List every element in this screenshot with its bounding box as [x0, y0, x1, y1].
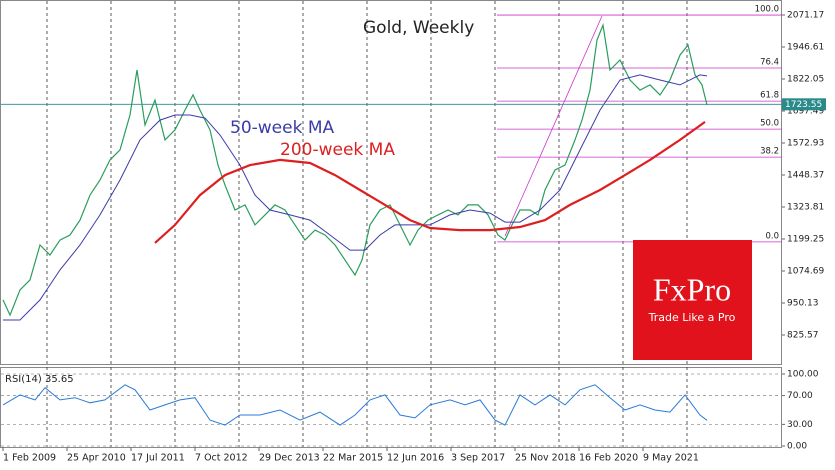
series-line	[154, 121, 706, 244]
rsi-panel-frame	[0, 367, 782, 448]
y-tick-label: 825.57	[787, 330, 819, 340]
x-tick-label: 17 Jul 2011	[131, 453, 185, 464]
rsi-title: RSI(14) 35.65	[5, 374, 74, 385]
fib-channel-line	[504, 15, 603, 237]
fib-label: 38.2	[760, 147, 779, 157]
x-tick-label: 9 May 2021	[643, 453, 699, 464]
y-tick-label: 950.13	[787, 298, 819, 308]
series-line	[3, 74, 708, 321]
y-tick-label: 70.00	[787, 391, 813, 401]
y-tick-label: 100.00	[787, 369, 819, 379]
x-tick-label: 3 Sep 2017	[451, 453, 505, 464]
brand-box	[633, 240, 752, 360]
current-price-label: 1723.55	[785, 100, 822, 110]
y-tick-label: 1448.37	[787, 170, 824, 180]
series-label: 200-week MA	[280, 140, 395, 160]
x-tick-label: 25 Apr 2010	[67, 453, 126, 464]
fib-label: 50.0	[760, 119, 779, 129]
marks: 2071.17 1946.61 1822.05 1697.49 1572.93 1448.…	[1, 1, 826, 464]
main-panel-frame	[0, 0, 782, 365]
fib-label: 0.0	[765, 231, 779, 241]
series-line	[2, 384, 708, 426]
y-tick-label: 30.00	[787, 420, 813, 430]
x-tick-label: 16 Feb 2020	[579, 453, 638, 464]
brand-name: FxPro	[653, 271, 731, 307]
series-label: 50-week MA	[230, 118, 335, 138]
y-tick-label: 1199.25	[787, 234, 824, 244]
fib-label: 76.4	[760, 57, 779, 67]
chart-title: Gold, Weekly	[363, 18, 474, 38]
brand-tagline: Trade Like a Pro	[648, 311, 736, 324]
fib-label: 100.0	[755, 5, 779, 15]
y-tick-label: 1074.69	[787, 266, 824, 276]
x-tick-label: 22 Mar 2015	[323, 453, 383, 464]
x-tick-label: 7 Oct 2012	[195, 453, 248, 464]
y-tick-label: 0.00	[787, 441, 807, 451]
y-tick-label: 1572.93	[787, 138, 824, 148]
x-tick-label: 12 Jun 2016	[387, 453, 444, 464]
y-tick-label: 1697.49	[787, 107, 824, 117]
x-tick-label: 1 Feb 2009	[3, 453, 56, 464]
x-tick-label: 29 Dec 2013	[259, 453, 320, 464]
series-line	[2, 22, 708, 317]
y-tick-label: 2071.17	[787, 11, 824, 21]
fib-label: 61.8	[760, 91, 779, 101]
x-tick-label: 25 Nov 2018	[515, 453, 576, 464]
y-tick-label: 1822.05	[787, 75, 824, 85]
current-price-box	[782, 98, 826, 111]
y-tick-label: 1323.81	[787, 202, 824, 212]
y-tick-label: 1946.61	[787, 43, 824, 53]
